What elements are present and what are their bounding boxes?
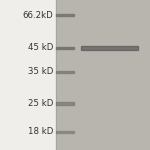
- Bar: [81, 46, 138, 50]
- Text: 45 kD: 45 kD: [28, 44, 53, 52]
- Bar: [56, 131, 74, 133]
- Bar: [56, 47, 74, 49]
- Text: 18 kD: 18 kD: [28, 128, 53, 136]
- Bar: [56, 102, 74, 105]
- Bar: [0, 0, 56, 150]
- Text: 25 kD: 25 kD: [28, 99, 53, 108]
- Text: 66.2kD: 66.2kD: [22, 11, 53, 20]
- Bar: [56, 0, 150, 150]
- Bar: [56, 14, 74, 16]
- Text: 35 kD: 35 kD: [28, 68, 53, 76]
- Bar: [56, 71, 74, 73]
